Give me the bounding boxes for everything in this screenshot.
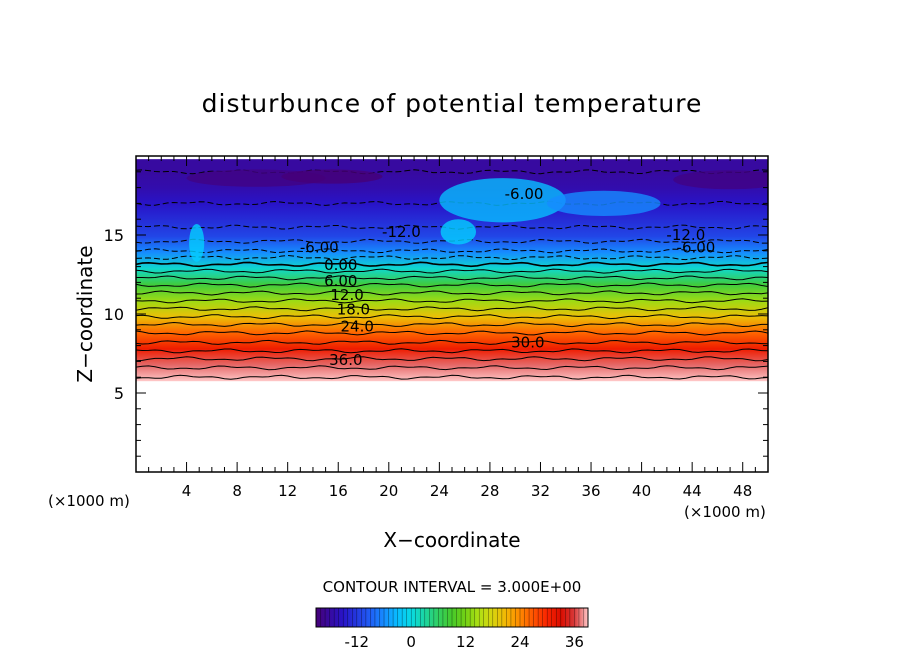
- contour-label: 6.00: [324, 272, 357, 290]
- x-unit-right: (×1000 m): [684, 503, 766, 521]
- colorbar-ticks: -12 0 12 24 36: [345, 633, 584, 651]
- x-axis-ticks: 4 8 12 16 20 24 28 32 36 40 44 48: [148, 156, 756, 500]
- contour-line: [136, 321, 768, 328]
- contour-label: -12.0: [382, 223, 421, 241]
- contour-label: 36.0: [329, 351, 362, 369]
- x-tick-label: 24: [430, 482, 449, 500]
- colorbar-tick-label: 12: [456, 633, 475, 651]
- x-tick-label: 32: [531, 482, 550, 500]
- x-tick-label: 48: [733, 482, 752, 500]
- contour-line: [136, 339, 768, 345]
- contour-line: [136, 282, 768, 288]
- contour-line: [136, 374, 768, 380]
- anomaly-region: [440, 219, 477, 245]
- contour-label: -12.0: [666, 226, 705, 244]
- anomaly-region: [189, 223, 205, 262]
- contour-label: 12.0: [330, 286, 363, 304]
- contour-line: [136, 290, 768, 296]
- x-axis-label: X−coordinate: [383, 528, 520, 552]
- colorbar-tick-label: -12: [345, 633, 370, 651]
- anomaly-region: [673, 170, 768, 190]
- contour-label: -6.00: [677, 239, 716, 257]
- chart-title: disturbunce of potential temperature: [202, 89, 703, 118]
- plot-area: [136, 159, 768, 382]
- contour-line: [136, 248, 768, 254]
- contour-line: [136, 356, 768, 362]
- x-tick-label: 40: [632, 482, 651, 500]
- y-axis-ticks: 5 10 15: [104, 171, 768, 457]
- x-tick-label: 12: [278, 482, 297, 500]
- contour-line: [136, 298, 768, 304]
- x-tick-label: 20: [379, 482, 398, 500]
- contour-line: [136, 365, 768, 371]
- x-tick-label: 28: [480, 482, 499, 500]
- colorbar-segments: [315, 608, 589, 627]
- contour-line: [136, 268, 768, 274]
- contour-label: -6.00: [505, 185, 544, 203]
- contour-line: [136, 261, 768, 268]
- colorbar-tick-label: 36: [565, 633, 584, 651]
- anomaly-region: [281, 169, 383, 184]
- contour-lines: [136, 169, 768, 380]
- contour-label: 24.0: [340, 318, 373, 336]
- upper-layer-anomalies: [186, 169, 768, 262]
- y-axis-label: Z−coordinate: [73, 245, 97, 382]
- x-tick-label: 4: [182, 482, 192, 500]
- contour-labels: -12.0 -12.0-6.00-6.00 -6.000.006.0012.018.…: [300, 185, 715, 369]
- anomaly-region: [546, 190, 661, 217]
- contour-label: -6.00: [300, 239, 339, 257]
- contour-label: 18.0: [337, 300, 370, 318]
- colorbar-tick-label: 0: [406, 633, 416, 651]
- x-tick-label: 44: [683, 482, 702, 500]
- x-unit-left: (×1000 m): [48, 492, 130, 510]
- x-tick-label: 8: [232, 482, 242, 500]
- x-tick-label: 36: [581, 482, 600, 500]
- x-tick-label: 16: [329, 482, 348, 500]
- contour-interval-text: CONTOUR INTERVAL = 3.000E+00: [323, 578, 582, 596]
- contour-line: [136, 169, 768, 175]
- colorbar-tick-label: 24: [510, 633, 529, 651]
- contour-line: [136, 348, 768, 354]
- contour-line: [136, 306, 768, 312]
- y-tick-label: 15: [104, 226, 124, 245]
- contour-line: [136, 254, 768, 261]
- contour-line: [136, 314, 768, 320]
- anomaly-region: [439, 178, 566, 223]
- contour-line: [136, 330, 768, 336]
- contour-line: [136, 275, 768, 281]
- y-tick-label: 5: [114, 384, 124, 403]
- y-tick-label: 10: [104, 305, 124, 324]
- contour-label: 0.00: [324, 256, 357, 274]
- contour-label: 30.0: [511, 333, 544, 351]
